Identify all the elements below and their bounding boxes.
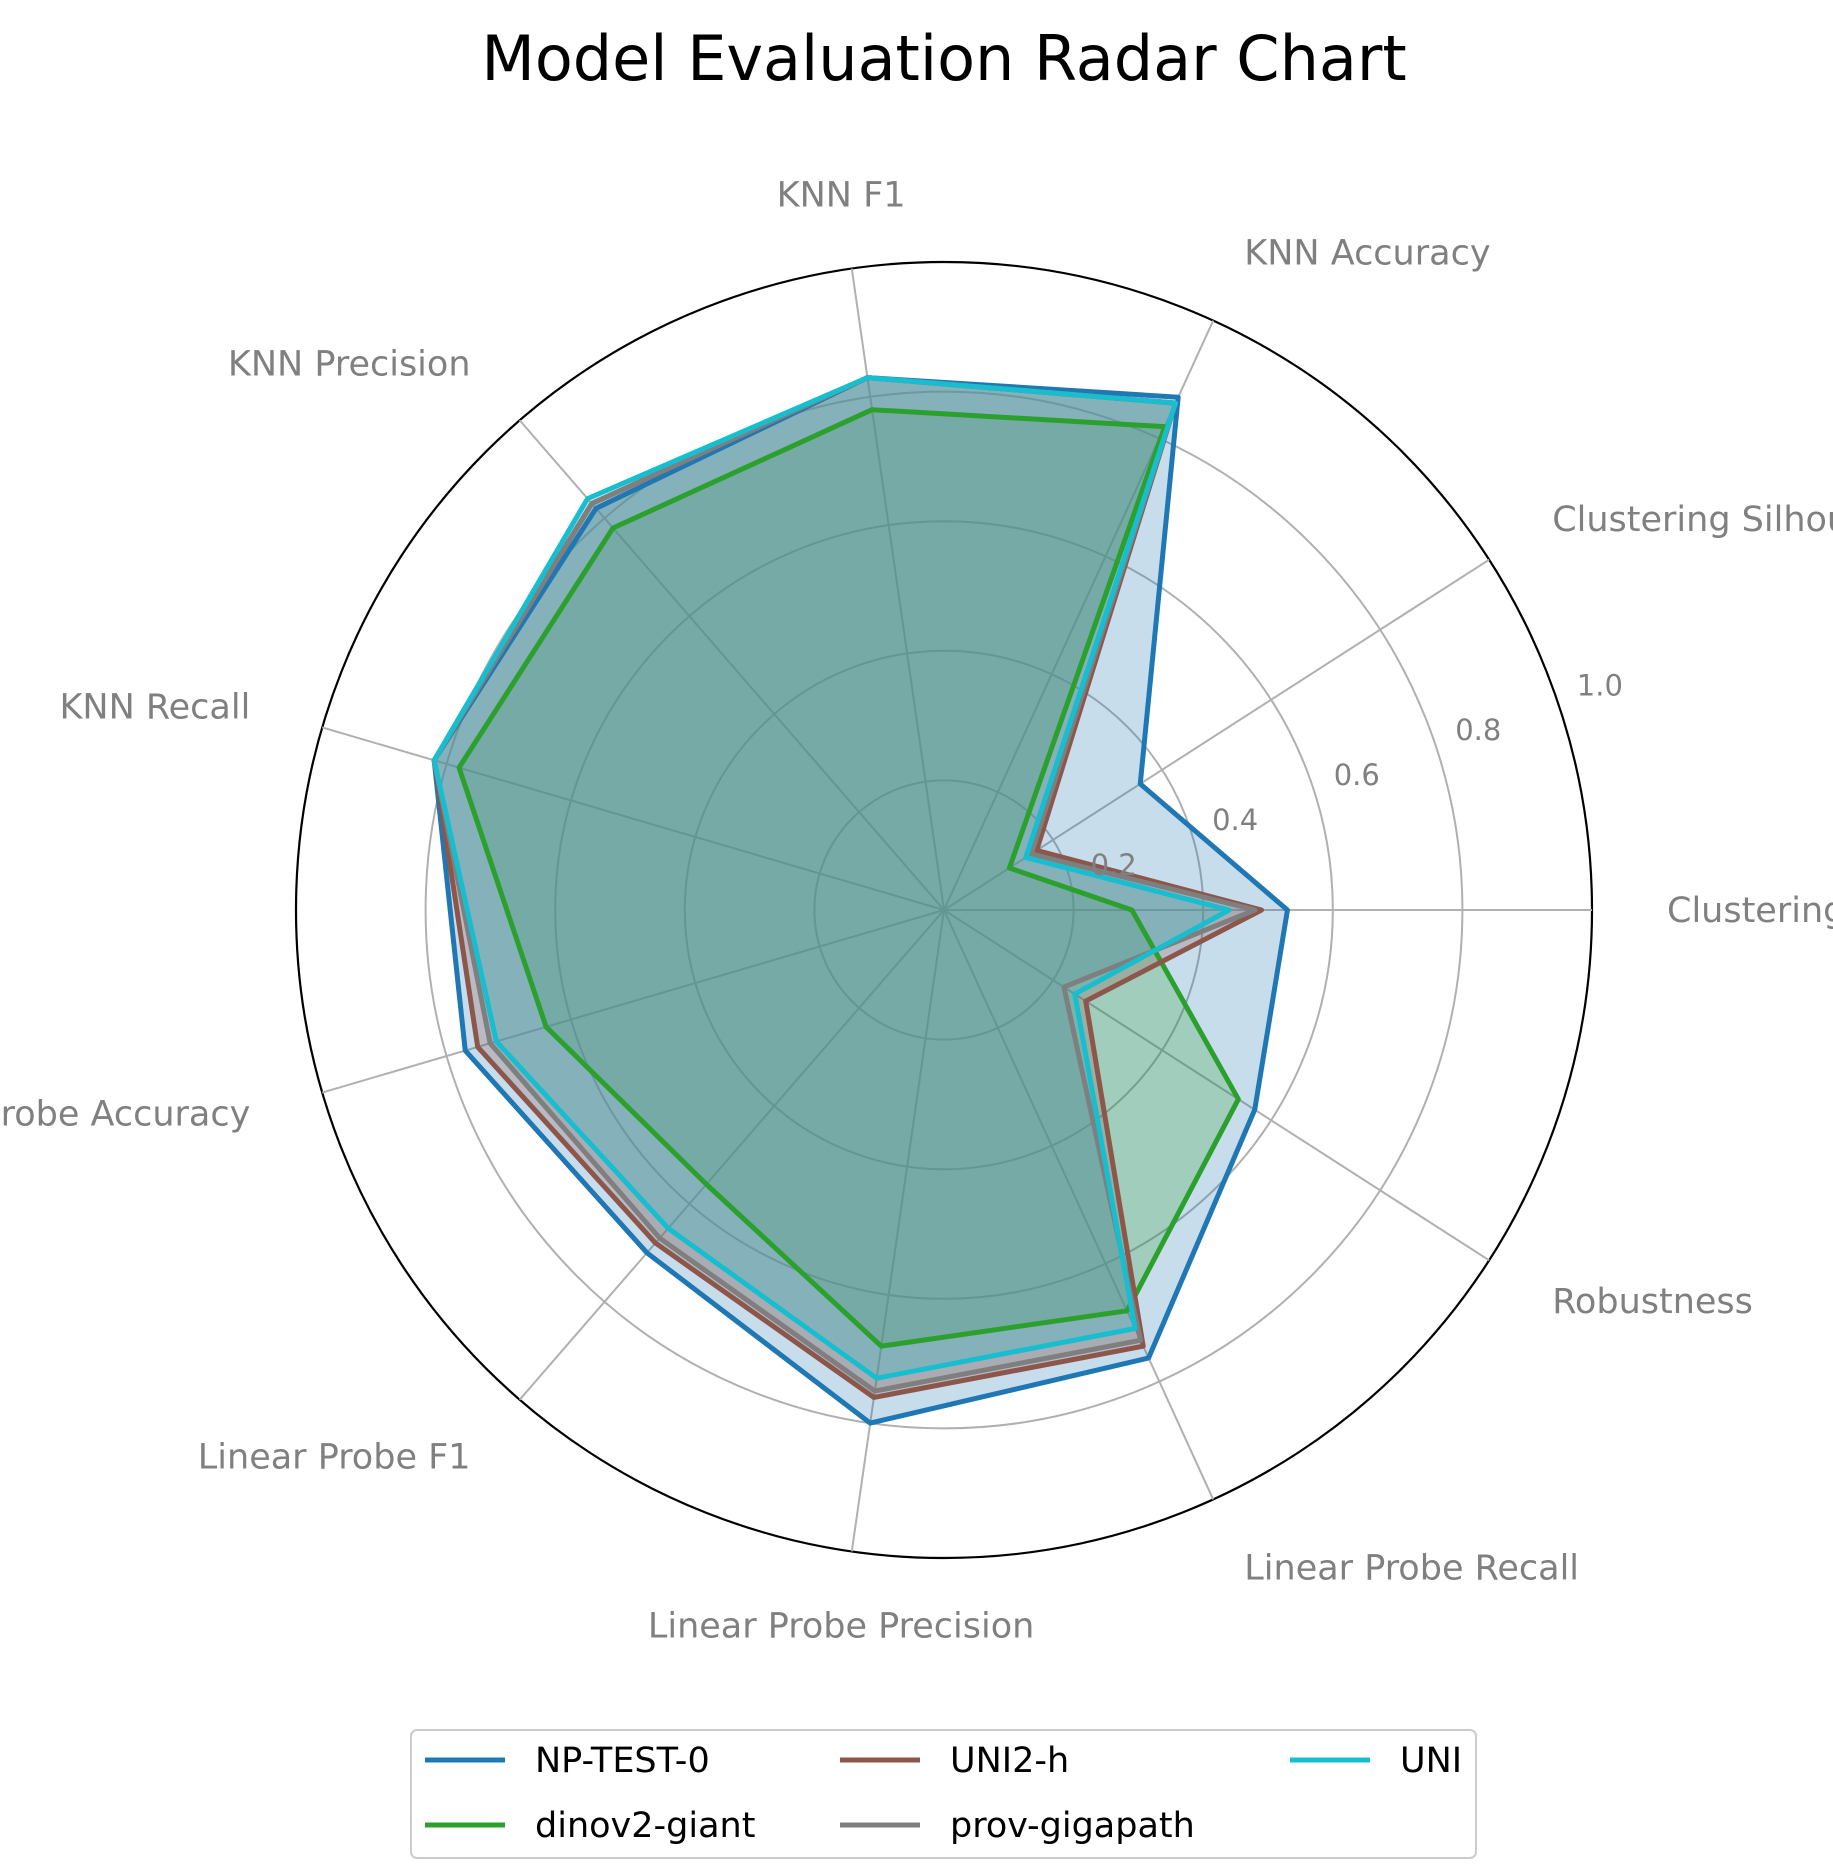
radial-tick-label: 0.6 [1334, 758, 1380, 792]
legend-label-dinov2-giant: dinov2-giant [535, 1806, 755, 1846]
radial-tick-label: 0.4 [1212, 803, 1258, 837]
spoke-knn-recall [321, 726, 945, 911]
radial-tick-label: 0.2 [1091, 848, 1137, 882]
legend-label-uni2-h: UNI2-h [950, 1741, 1069, 1781]
radial-tick-label: 0.8 [1455, 713, 1501, 747]
series-line-uni [431, 375, 1232, 1381]
legend: NP-TEST-0 dinov2-giant UNI2-h prov-gigapath… [410, 1729, 1477, 1859]
axis-label-knn-recall: KNN Recall [59, 687, 250, 727]
series-area-np-test-0 [434, 377, 1288, 1424]
series-area-dinov2-giant [459, 409, 1239, 1347]
axis-label-knn-precision: KNN Precision [228, 345, 471, 385]
series-area-prov-gigapath [434, 377, 1256, 1392]
series-line-dinov2-giant [456, 407, 1241, 1349]
series-fills [434, 377, 1288, 1424]
axis-label-linear-probe-precision: Linear Probe Precision [648, 1607, 1034, 1647]
legend-frame [410, 1729, 1477, 1859]
radial-tick-labels: 0.2 0.4 0.6 0.8 1.0 [1091, 668, 1623, 882]
legend-label-np-test-0: NP-TEST-0 [535, 1741, 710, 1781]
spoke-linear-probe-f1 [518, 909, 945, 1401]
axis-label-clustering-silhouette: Clustering Silhouette [1552, 500, 1833, 540]
axis-label-robustness: Robustness [1552, 1282, 1753, 1322]
series-area-uni [434, 377, 1230, 1379]
radar-grid [294, 260, 1594, 1560]
radial-tick-label: 1.0 [1577, 668, 1623, 702]
spoke-linear-probe-accuracy [321, 909, 945, 1094]
axis-label-knn-accuracy: KNN Accuracy [1244, 233, 1490, 273]
chart-title: Model Evaluation Radar Chart [481, 22, 1406, 95]
axis-label-knn-f1: KNN F1 [777, 175, 906, 215]
series-area-uni2-h [434, 377, 1262, 1398]
legend-label-prov-gigapath: prov-gigapath [950, 1806, 1195, 1846]
spoke-robustness [943, 909, 1490, 1262]
axis-label-clustering-ami: Clustering Ami [1667, 891, 1833, 931]
axis-label-linear-probe-f1: Linear Probe F1 [198, 1437, 471, 1477]
series-line-np-test-0 [431, 375, 1290, 1426]
axis-label-linear-probe-recall: Linear Probe Recall [1244, 1549, 1579, 1589]
axis-label-linear-probe-accuracy: Linear Probe Accuracy [0, 1095, 250, 1135]
series-lines [431, 375, 1290, 1426]
legend-label-uni: UNI [1400, 1741, 1462, 1781]
axis-labels: Clustering Ami Clustering Silhouette KNN A… [0, 175, 1833, 1646]
spoke-linear-probe-recall [943, 909, 1215, 1500]
spoke-linear-probe-precision [850, 909, 945, 1552]
